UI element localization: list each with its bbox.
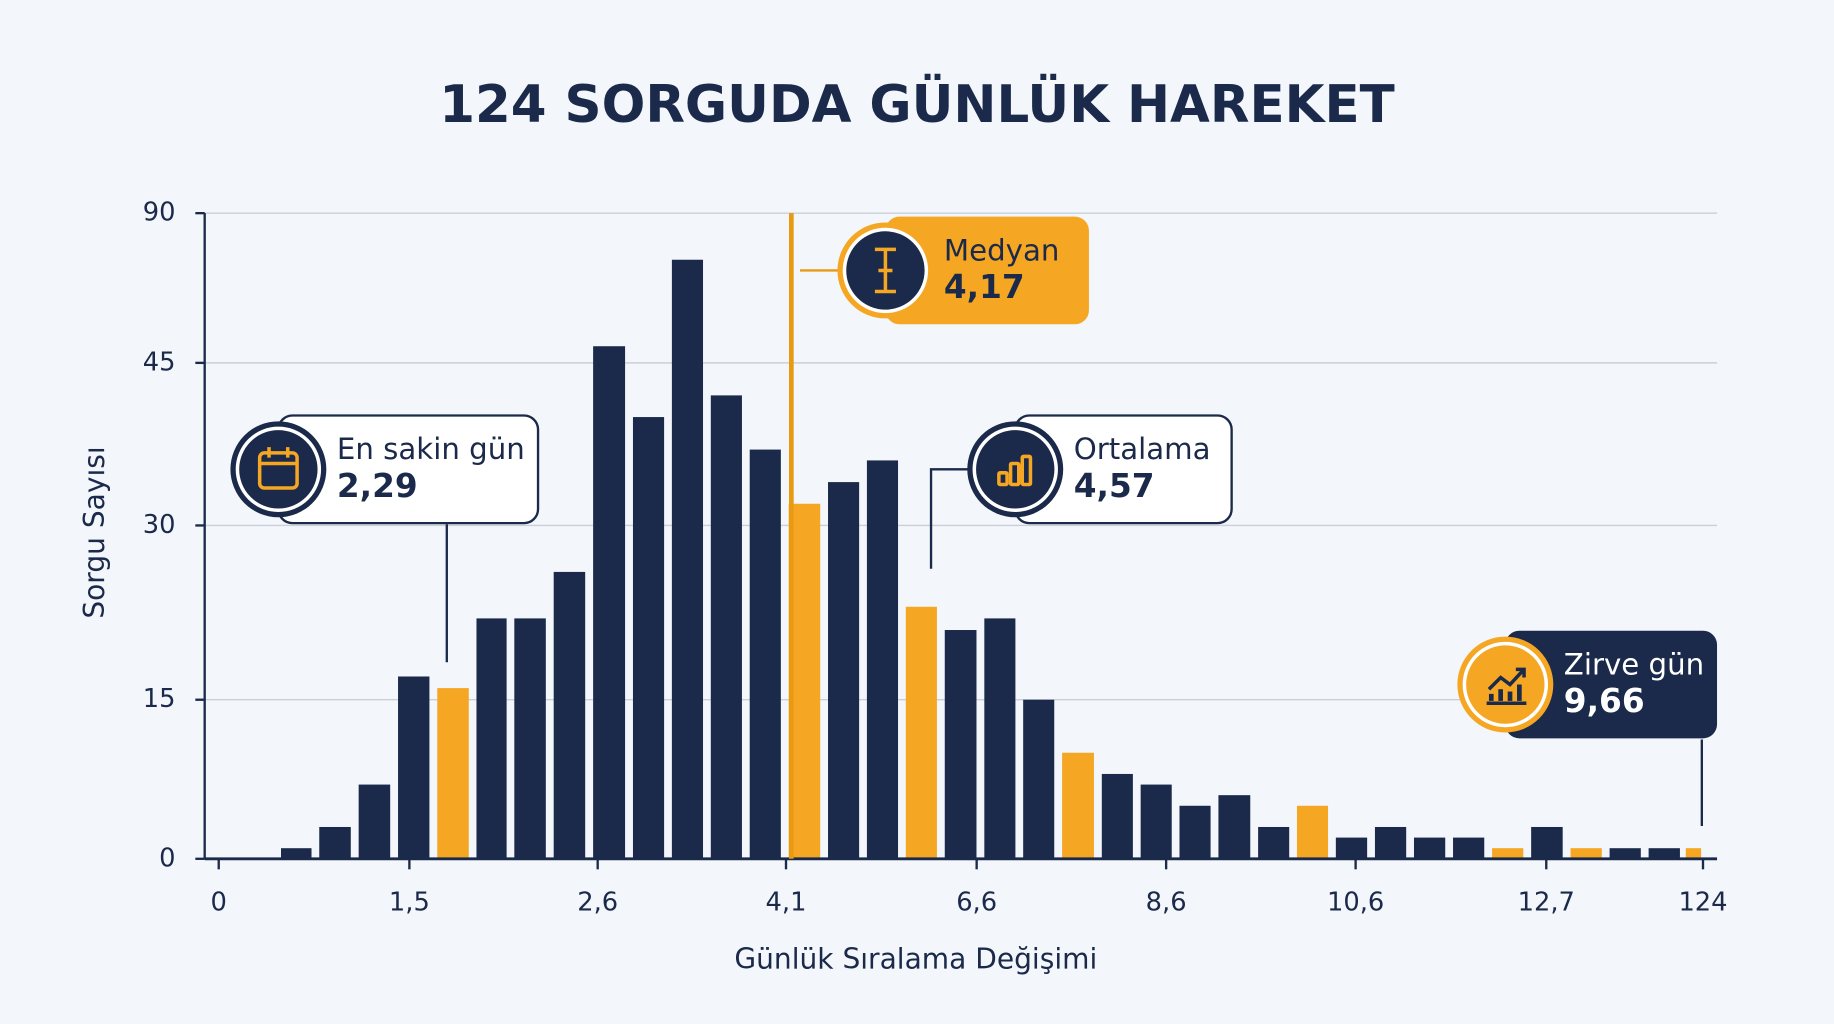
- x-axis-title: Günlük Sıralama Değişimi: [734, 943, 1097, 976]
- y-axis-title: Sorgu Sayısı: [78, 446, 111, 618]
- callout-box: [1505, 630, 1718, 739]
- bar: [1531, 826, 1563, 859]
- bar: [671, 259, 704, 859]
- bar: [1179, 805, 1211, 859]
- bar: [1570, 848, 1602, 859]
- callout-icon: [1462, 641, 1549, 728]
- bar: [1492, 848, 1524, 859]
- bar: [1296, 805, 1329, 859]
- bar: [828, 482, 860, 859]
- bar: [1374, 826, 1407, 859]
- callout-box: [885, 216, 1089, 325]
- y-tick-label: 15: [143, 684, 176, 714]
- x-tick-label: 124: [1678, 888, 1727, 918]
- x-tick-label: 0: [211, 888, 227, 918]
- icon-shape: [1020, 454, 1033, 487]
- callout-icon: [235, 426, 322, 512]
- bar: [984, 618, 1016, 859]
- x-tick-label: 12,7: [1518, 888, 1575, 918]
- icon-shape: [874, 247, 896, 294]
- y-tick-label: 45: [143, 347, 176, 377]
- icon-shape: [1486, 667, 1527, 705]
- callout-label: Medyan: [944, 233, 1060, 267]
- bar: [1453, 837, 1485, 859]
- bar: [437, 688, 469, 859]
- bar: [944, 630, 977, 859]
- callout-label: Zirve gün: [1564, 647, 1704, 681]
- bar: [788, 503, 821, 859]
- chart-title: 124 SORGUDA GÜNLÜK HAREKET: [439, 73, 1395, 135]
- x-tick-label: 4,1: [766, 888, 807, 918]
- x-tick-label: 1,5: [389, 888, 430, 918]
- x-tick-label: 8,6: [1146, 888, 1187, 918]
- y-tick-label: 0: [159, 843, 175, 873]
- bar: [1685, 848, 1702, 859]
- callout-value: 4,57: [1074, 467, 1155, 505]
- icon-shape: [259, 447, 298, 466]
- x-tick-label: 6,6: [956, 888, 997, 918]
- callout-pointer: [929, 468, 974, 569]
- icon-shape: [1498, 689, 1503, 701]
- bar: [593, 346, 626, 859]
- bar: [476, 618, 507, 859]
- bar: [1101, 773, 1133, 859]
- icon-shape: [1507, 691, 1513, 701]
- callout-label: En sakin gün: [337, 432, 525, 466]
- callout-value: 4,17: [944, 268, 1025, 306]
- bar: [398, 676, 430, 859]
- bar: [1648, 848, 1680, 859]
- icon-shape: [257, 451, 299, 490]
- y-tick-label: 30: [143, 510, 176, 540]
- callout-label: Ortalama: [1074, 432, 1211, 466]
- y-tick-label: 90: [143, 198, 176, 228]
- bar: [1140, 784, 1172, 859]
- x-tick-label: 2,6: [577, 888, 618, 918]
- bar: [281, 848, 312, 859]
- icon-shape: [1008, 461, 1021, 487]
- callout-value: 9,66: [1564, 682, 1645, 720]
- bar: [749, 449, 781, 859]
- callout-icon: [972, 426, 1058, 512]
- bar: [319, 826, 351, 859]
- bar: [1335, 837, 1368, 859]
- bar: [358, 784, 391, 859]
- bar: [553, 571, 586, 859]
- bar: [1609, 848, 1641, 859]
- bar: [905, 606, 937, 859]
- bar: [1258, 826, 1290, 859]
- icon-shape: [1488, 693, 1494, 701]
- bar: [710, 395, 742, 859]
- bar: [632, 417, 665, 859]
- bar: [866, 460, 899, 859]
- bar: [1023, 699, 1055, 859]
- bar: [1218, 795, 1251, 859]
- x-tick-label: 10,6: [1327, 888, 1384, 918]
- bar: [1413, 837, 1446, 859]
- bar: [514, 618, 546, 859]
- bar: [1062, 752, 1094, 859]
- icon-shape: [1517, 684, 1522, 701]
- callout-value: 2,29: [337, 467, 418, 505]
- icon-shape: [997, 471, 1009, 487]
